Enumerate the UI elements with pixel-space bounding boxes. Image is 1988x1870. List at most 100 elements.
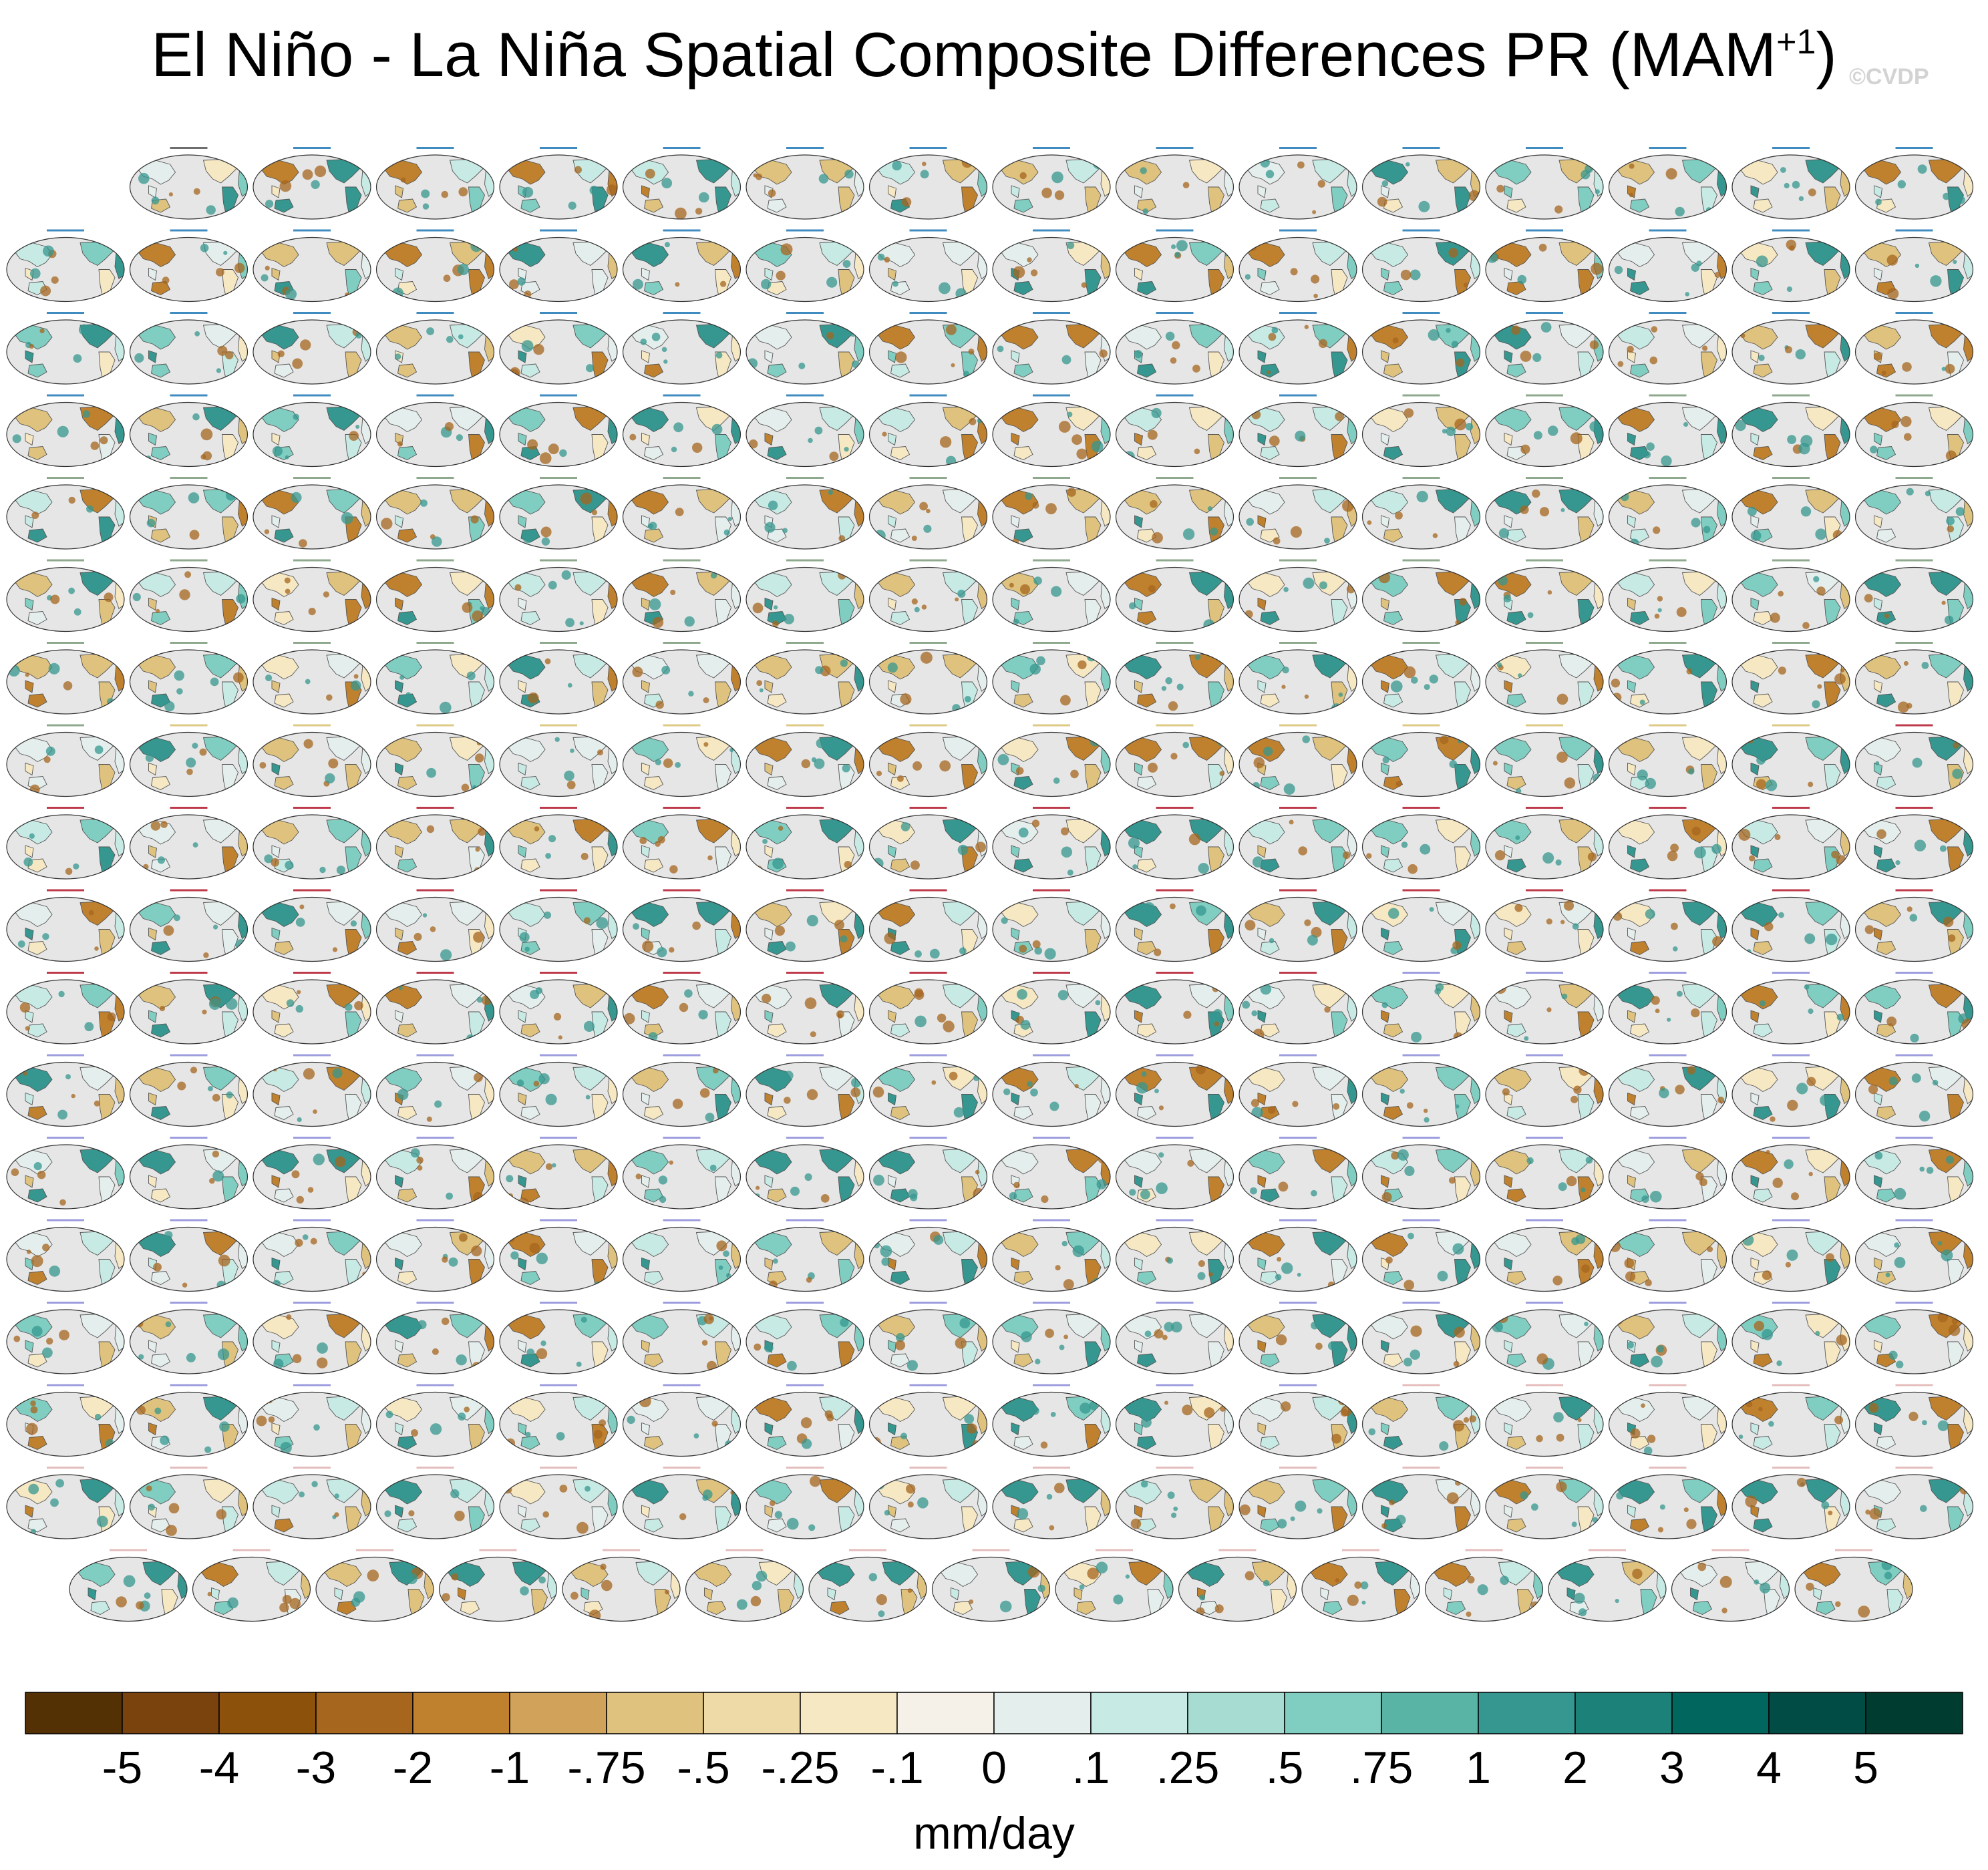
panel-label [1772, 559, 1810, 562]
panel-label [786, 807, 824, 809]
map-panel [1854, 807, 1974, 880]
map-panel [992, 1384, 1111, 1457]
map-panel [129, 1384, 248, 1457]
map-panel [1361, 1054, 1481, 1127]
colorbar-swatch [412, 1692, 510, 1734]
map-panel [253, 1302, 371, 1374]
panel-label [293, 1384, 331, 1386]
panel-label [1279, 394, 1317, 397]
map-panel [6, 642, 125, 715]
panel-label [1526, 1137, 1563, 1139]
map-panel [868, 642, 988, 715]
map-panel [1608, 807, 1727, 880]
panel-label [1033, 394, 1070, 397]
panel-label [170, 1137, 208, 1139]
map-panel [1731, 724, 1850, 797]
map-panel [129, 312, 248, 385]
map-panel [129, 477, 248, 550]
panel-label [540, 1302, 577, 1304]
panel-label [1033, 724, 1070, 727]
map-panel [1608, 1137, 1727, 1209]
panel-label [170, 312, 208, 314]
panel-label [786, 889, 824, 892]
panel-label [1156, 889, 1194, 892]
map-panel [1854, 642, 1974, 715]
colorbar-tick-label: -5 [102, 1742, 143, 1793]
panel-label [540, 1384, 577, 1386]
map-panel [499, 642, 618, 715]
map-panel [1238, 1467, 1357, 1539]
panel-label [1402, 889, 1440, 892]
map-panel [1731, 394, 1850, 467]
panel-label [416, 1302, 454, 1304]
panel-label [1279, 724, 1317, 727]
panel-label [47, 559, 84, 562]
map-panel [1854, 147, 1974, 220]
panel-label [1649, 807, 1687, 809]
map-panel [1115, 229, 1234, 303]
map-panel [1115, 1219, 1234, 1292]
map-panel [129, 147, 248, 220]
map-panel [992, 394, 1111, 467]
panel-label [786, 147, 824, 149]
panel-label [1772, 1219, 1810, 1222]
panel-label [909, 229, 947, 232]
panel-label [1279, 972, 1317, 974]
colorbar-swatch [896, 1692, 995, 1734]
panel-label [1895, 1384, 1933, 1386]
map-panel [1361, 1302, 1481, 1374]
map-panel [1608, 1384, 1727, 1457]
map-panel [1238, 394, 1357, 467]
map-panel [1485, 1384, 1604, 1457]
colorbar-swatch [25, 1692, 123, 1734]
map-panel [1731, 477, 1850, 550]
panel-label [1895, 642, 1933, 644]
panel-label [1156, 1219, 1194, 1222]
panel-label [663, 1054, 701, 1057]
panel-label [416, 1384, 454, 1386]
panel-label [1526, 1302, 1563, 1304]
map-panel [129, 807, 248, 880]
panel-label [1772, 229, 1810, 232]
panel-label [1895, 807, 1933, 809]
map-panel [1731, 1467, 1850, 1539]
map-panel [746, 312, 864, 385]
panel-label [416, 889, 454, 892]
panel-label [110, 1549, 147, 1551]
panel-label [1156, 1467, 1194, 1469]
panel-label [416, 477, 454, 479]
panel-label [1033, 972, 1070, 974]
map-panel [1238, 1302, 1357, 1374]
map-panel [1608, 229, 1727, 303]
map-panel [992, 972, 1111, 1045]
map-panel [1608, 889, 1727, 962]
panel-label [1649, 1054, 1687, 1057]
panel-label [416, 312, 454, 314]
map-panel [253, 1054, 371, 1127]
panel-label [416, 147, 454, 149]
map-panel [375, 1384, 495, 1457]
panel-label [1279, 889, 1317, 892]
map-panel [1238, 1054, 1357, 1127]
map-panel [375, 229, 495, 303]
map-panel [1115, 724, 1234, 797]
panel-label [786, 229, 824, 232]
map-panel [622, 642, 741, 715]
map-panel [868, 972, 988, 1045]
panel-label [663, 1302, 701, 1304]
panel-label [909, 1054, 947, 1057]
panel-label [909, 1219, 947, 1222]
map-panel [375, 394, 495, 467]
panel-label [1033, 1467, 1070, 1469]
panel-label [1895, 229, 1933, 232]
panel-label [170, 1384, 208, 1386]
panel-label [416, 1054, 454, 1057]
map-panel [1731, 559, 1850, 632]
panel-label [170, 147, 208, 149]
panel-label [1772, 972, 1810, 974]
map-panel [69, 1549, 188, 1622]
map-panel [375, 642, 495, 715]
panel-label [1402, 559, 1440, 562]
map-panel [1731, 1054, 1850, 1127]
map-panel [1424, 1549, 1544, 1622]
